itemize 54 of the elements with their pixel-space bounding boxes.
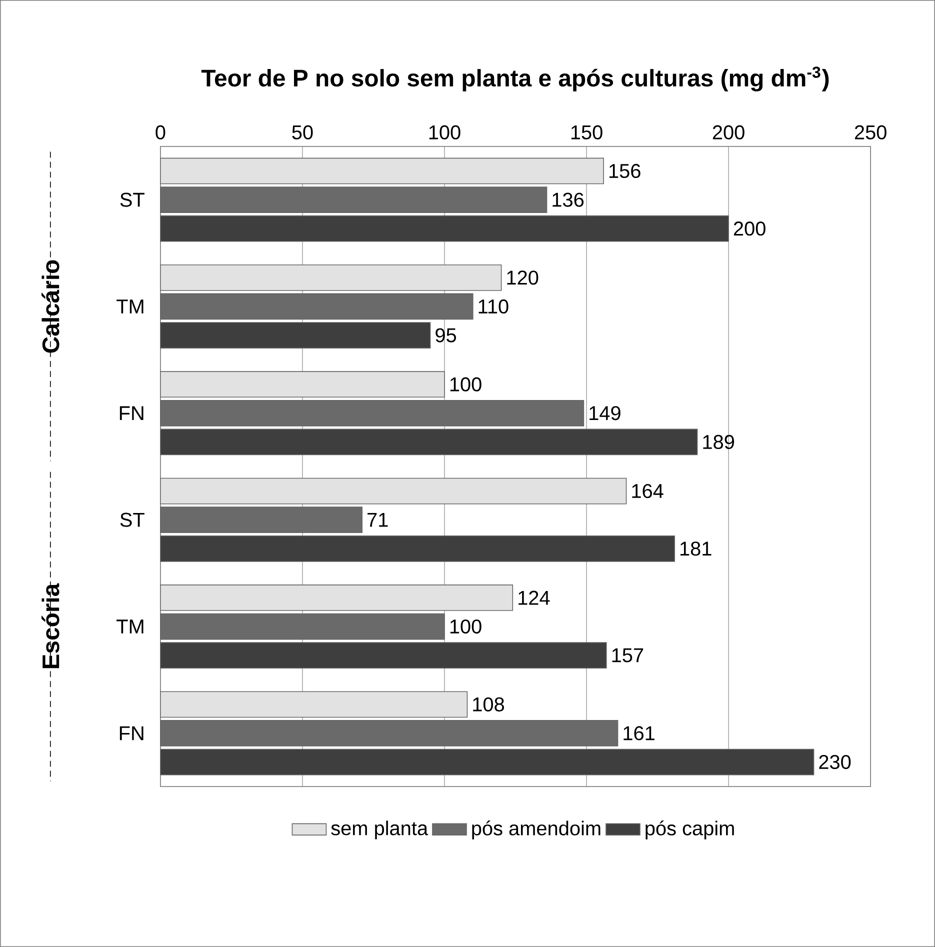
data-label: 230	[819, 754, 851, 770]
data-label: 100	[450, 377, 482, 392]
bar	[160, 264, 502, 291]
y-tick-label: TM	[116, 300, 144, 314]
bar	[160, 158, 604, 184]
text: Escória	[42, 583, 60, 668]
bar	[160, 186, 548, 213]
y-tick-label: FN	[120, 726, 144, 740]
data-label: 120	[507, 270, 538, 285]
data-label: 189	[703, 434, 734, 450]
bar	[160, 642, 607, 669]
text: Calcário	[42, 260, 60, 353]
data-label: 157	[612, 648, 644, 662]
x-tick-label: 50	[292, 125, 313, 140]
data-label: 108	[473, 697, 504, 712]
x-tick-label: 0	[156, 125, 166, 140]
bar	[160, 478, 627, 504]
bar	[160, 720, 618, 746]
bar	[160, 535, 675, 562]
data-label: 200	[734, 222, 766, 236]
legend-label: pós amendoim	[472, 820, 600, 840]
data-label: 164	[632, 484, 664, 498]
chart-title: Teor de P no solo sem planta e após culturas (mg dm$^{-3}$)	[201, 66, 829, 92]
x-tick-label: 100	[429, 125, 460, 140]
data-label: 156	[609, 164, 640, 178]
bar	[160, 506, 363, 534]
data-label: 124	[518, 590, 550, 605]
bar	[160, 400, 584, 426]
x-tick-label: 250	[854, 125, 886, 140]
y-tick-label: TM	[116, 620, 144, 634]
bar	[160, 691, 468, 718]
bar	[160, 584, 514, 611]
bar	[160, 371, 445, 398]
data-label: 95	[436, 328, 456, 342]
y-tick-label: ST	[120, 192, 144, 207]
bar	[160, 613, 445, 640]
data-label: 71	[368, 512, 388, 527]
data-label: 149	[590, 406, 620, 420]
x-tick-label: 200	[712, 125, 744, 140]
bar	[160, 748, 814, 776]
bar	[160, 322, 431, 348]
x-tick-label: 150	[571, 125, 602, 140]
data-label: 100	[450, 619, 482, 634]
data-label: 181	[680, 542, 712, 556]
bar	[160, 428, 698, 456]
bar	[160, 215, 729, 242]
data-label: 110	[478, 299, 508, 314]
legend-label: sem planta	[331, 820, 428, 840]
legend-label: pós capim	[646, 820, 734, 840]
y-tick-label: ST	[120, 512, 144, 527]
y-tick-label: FN	[120, 406, 144, 420]
bar	[160, 293, 474, 320]
data-label: 161	[624, 726, 654, 740]
data-label: 136	[552, 192, 584, 207]
